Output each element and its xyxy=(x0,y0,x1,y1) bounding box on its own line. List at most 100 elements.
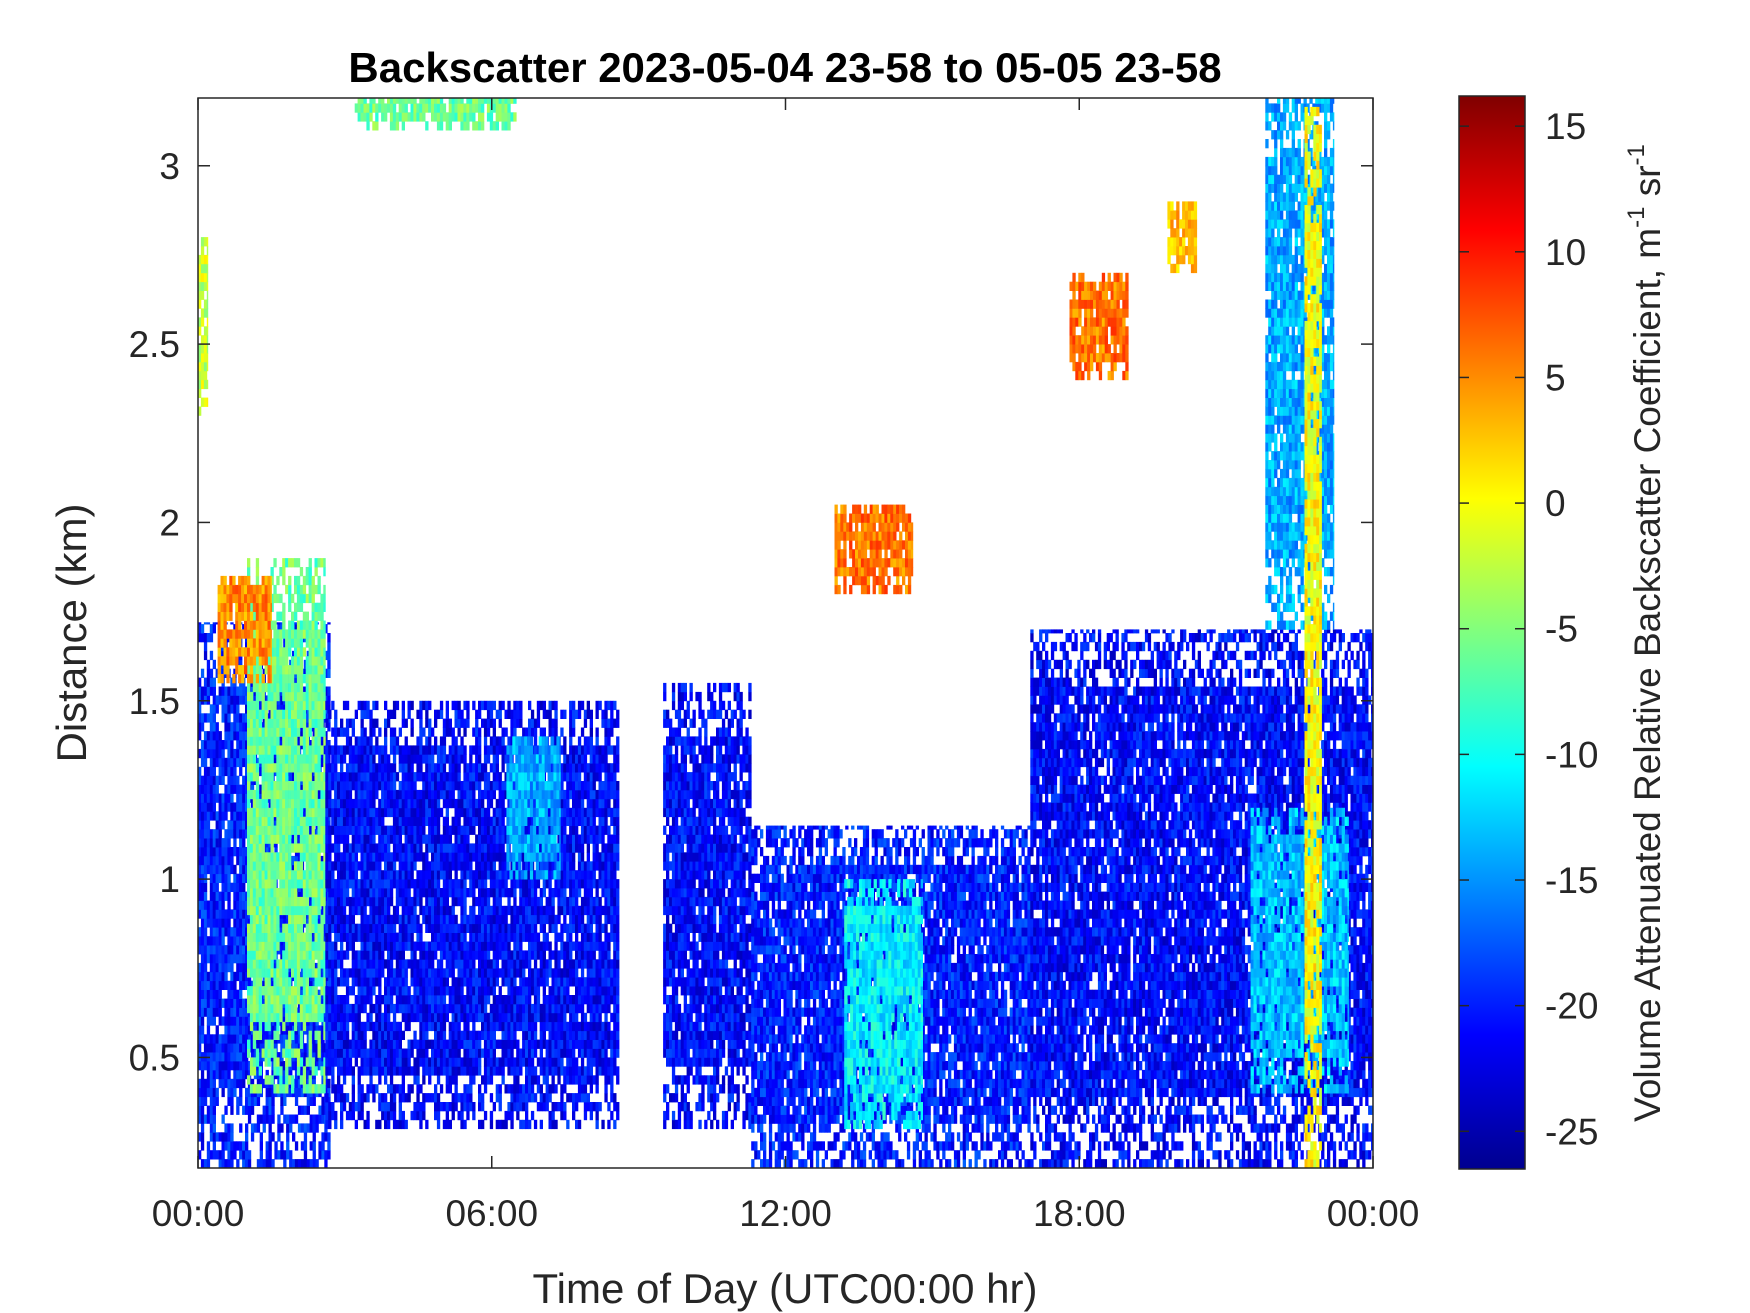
heatmap-cell xyxy=(213,731,216,740)
heatmap-cell xyxy=(372,861,375,870)
heatmap-cell xyxy=(224,665,227,674)
heatmap-cell xyxy=(288,861,291,870)
heatmap-cell xyxy=(381,826,384,835)
heatmap-cell xyxy=(369,942,372,951)
heatmap-cell xyxy=(294,647,297,656)
heatmap-cell xyxy=(276,959,279,968)
heatmap-cell xyxy=(328,745,331,754)
heatmap-cell xyxy=(300,942,303,951)
heatmap-cell xyxy=(366,763,369,772)
heatmap-cell xyxy=(207,856,210,865)
heatmap-cell xyxy=(378,915,381,924)
heatmap-cell xyxy=(384,1013,387,1022)
heatmap-cell xyxy=(201,722,204,731)
heatmap-cell xyxy=(315,1066,318,1075)
heatmap-cell xyxy=(413,754,416,763)
heatmap-cell xyxy=(300,567,303,576)
heatmap-cell xyxy=(271,585,272,594)
heatmap-cell xyxy=(312,594,315,603)
heatmap-cell xyxy=(375,879,378,888)
heatmap-cell xyxy=(355,763,358,772)
heatmap-cell xyxy=(222,972,225,981)
heatmap-cell xyxy=(375,808,378,817)
heatmap-cell xyxy=(253,817,256,826)
heatmap-cell xyxy=(210,999,213,1008)
heatmap-cell xyxy=(232,585,235,594)
heatmap-cell xyxy=(279,959,282,968)
heatmap-cell xyxy=(265,1004,268,1013)
heatmap-cell xyxy=(328,1066,331,1075)
heatmap-cell xyxy=(343,728,346,737)
heatmap-cell xyxy=(309,1004,312,1013)
heatmap-cell xyxy=(337,728,340,737)
heatmap-cell xyxy=(312,817,315,826)
heatmap-cell xyxy=(312,888,315,897)
heatmap-cell xyxy=(411,870,414,879)
heatmap-cell xyxy=(408,915,411,924)
heatmap-cell xyxy=(323,736,325,745)
heatmap-cell xyxy=(276,852,279,861)
heatmap-cell xyxy=(309,933,312,942)
heatmap-cell xyxy=(327,1132,330,1141)
heatmap-cell xyxy=(282,906,285,915)
heatmap-cell xyxy=(259,915,262,924)
heatmap-cell xyxy=(239,892,242,901)
heatmap-cell xyxy=(340,781,343,790)
heatmap-cell xyxy=(227,740,230,749)
heatmap-cell xyxy=(405,781,408,790)
heatmap-cell xyxy=(372,968,375,977)
heatmap-cell xyxy=(232,638,235,647)
heatmap-cell xyxy=(355,1004,358,1013)
heatmap-cell xyxy=(384,754,387,763)
heatmap-cell xyxy=(358,888,361,897)
heatmap-cell xyxy=(312,950,315,959)
heatmap-cell xyxy=(331,915,334,924)
heatmap-cell xyxy=(369,781,372,790)
heatmap-cell xyxy=(239,1123,242,1132)
heatmap-cell xyxy=(276,1031,279,1040)
heatmap-cell xyxy=(323,594,325,603)
heatmap-cell xyxy=(366,942,369,951)
heatmap-cell xyxy=(323,888,325,897)
heatmap-cell xyxy=(408,1049,411,1058)
heatmap-cell xyxy=(309,1057,312,1066)
heatmap-cell xyxy=(297,950,300,959)
heatmap-cell xyxy=(375,995,378,1004)
heatmap-cell xyxy=(201,838,204,847)
heatmap-cell xyxy=(294,924,297,933)
heatmap-cell xyxy=(384,745,387,754)
heatmap-cell xyxy=(396,808,399,817)
heatmap-cell xyxy=(325,1013,328,1022)
heatmap-cell xyxy=(276,1004,279,1013)
heatmap-cell xyxy=(399,781,402,790)
heatmap-cell xyxy=(219,972,222,981)
heatmap-cell xyxy=(230,802,233,811)
heatmap-cell xyxy=(226,585,229,594)
heatmap-cell xyxy=(343,1102,346,1111)
heatmap-cell xyxy=(361,942,364,951)
heatmap-cell xyxy=(416,1004,419,1013)
heatmap-cell xyxy=(239,981,242,990)
heatmap-cell xyxy=(393,710,396,719)
heatmap-cell xyxy=(369,933,372,942)
heatmap-cell xyxy=(334,1093,337,1102)
heatmap-cell xyxy=(393,1004,396,1013)
heatmap-cell xyxy=(325,933,328,942)
heatmap-cell xyxy=(291,1084,294,1093)
heatmap-cell xyxy=(396,701,399,710)
heatmap-cell xyxy=(402,754,405,763)
heatmap-cell xyxy=(387,852,390,861)
heatmap-cell xyxy=(245,1016,248,1025)
heatmap-cell xyxy=(334,1022,337,1031)
heatmap-cell xyxy=(271,1106,274,1115)
heatmap-cell xyxy=(265,1013,268,1022)
heatmap-cell xyxy=(366,790,369,799)
heatmap-cell xyxy=(242,794,245,803)
heatmap-cell xyxy=(207,660,210,669)
heatmap-cell xyxy=(221,629,224,638)
heatmap-cell xyxy=(303,977,306,986)
heatmap-cell xyxy=(355,995,358,1004)
heatmap-cell xyxy=(375,1066,378,1075)
heatmap-cell xyxy=(213,990,216,999)
